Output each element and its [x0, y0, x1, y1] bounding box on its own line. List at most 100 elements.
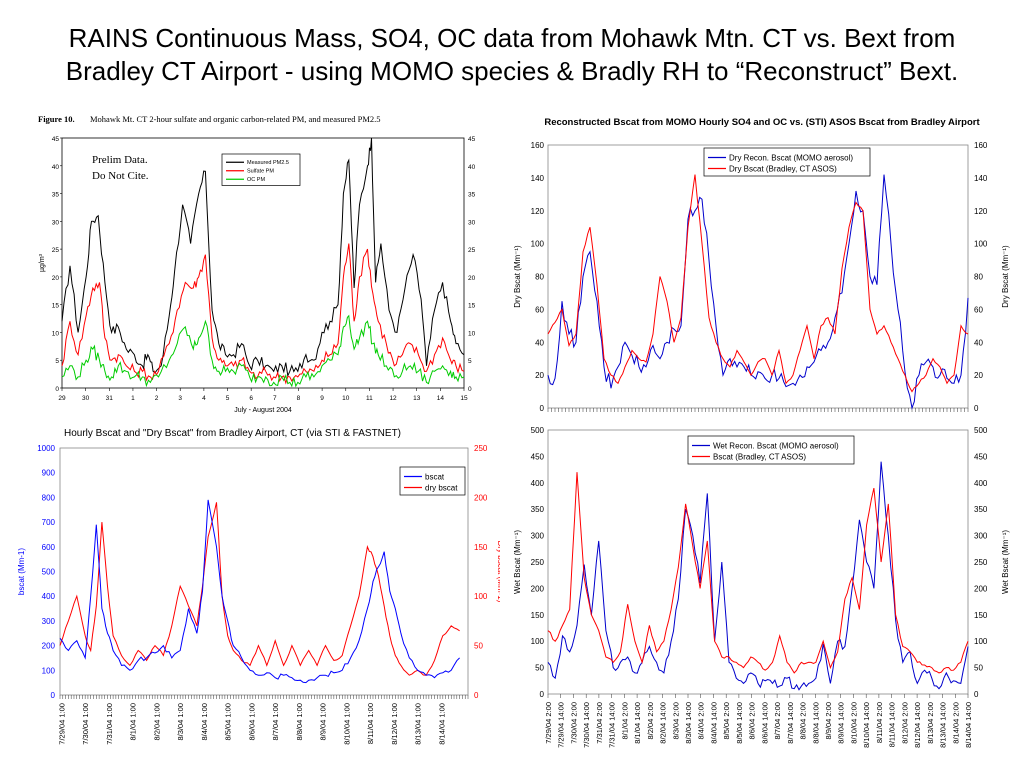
y-tick-right-0: 0	[974, 404, 979, 413]
figure10-legend: Measured PM2.5 Sulfate PM OC PM	[221, 153, 301, 186]
dry-recon-legend-box	[703, 147, 871, 177]
x-tick-10: 8/8/04 1:00	[295, 703, 304, 741]
y-tick-right-6: 300	[974, 532, 988, 541]
y-tick-right-1: 50	[474, 642, 483, 651]
y-tick-right-3: 15	[468, 303, 476, 310]
hourly-bscat-title: Hourly Bscat and "Dry Bscat" from Bradle…	[64, 428, 401, 439]
x-tick-17: 8/6/04 14:00	[760, 702, 769, 744]
y-tick-right-8: 160	[974, 141, 988, 150]
y-tick-left-3: 15	[52, 303, 60, 310]
x-tick-13: 8/11/04 1:00	[366, 703, 375, 744]
y-tick-left-1: 20	[535, 371, 544, 380]
y-tick-left-8: 400	[531, 479, 545, 488]
hourly-bscat-legend: bscat dry bscat	[399, 466, 466, 496]
y-tick-left-7: 700	[42, 518, 56, 527]
y-tick-right-8: 40	[468, 164, 476, 171]
y-tick-left-5: 25	[52, 247, 60, 254]
x-tick-10: 8	[297, 395, 301, 402]
series-line-1	[59, 502, 460, 676]
y-tick-right-1: 5	[468, 358, 472, 365]
slide-title: RAINS Continuous Mass, SO4, OC data from…	[0, 22, 1024, 88]
series-line-0	[59, 499, 460, 684]
slide-title-line-2: Bradley CT Airport - using MOMO species …	[65, 56, 959, 86]
x-tick-7: 5	[226, 395, 230, 402]
y-tick-left-9: 450	[531, 452, 545, 461]
y-tick-right-1: 20	[974, 371, 983, 380]
wet-recon-plot-area	[547, 429, 969, 695]
series-line-1	[547, 174, 969, 393]
legend-label-2: OC PM	[247, 177, 265, 183]
y-tick-left-2: 200	[42, 642, 56, 651]
y-tick-left-6: 120	[531, 207, 545, 216]
y-tick-left-8: 800	[42, 493, 56, 502]
y-tick-right-4: 200	[474, 493, 488, 502]
y-tick-right-7: 35	[468, 192, 476, 199]
legend-label-1: Bscat (Bradley, CT ASOS)	[713, 453, 806, 462]
y-tick-right-10: 500	[974, 426, 988, 435]
figure10-legend-box	[221, 153, 301, 186]
dry-recon-title: Reconstructed Bscat from MOMO Hourly SO4…	[544, 117, 980, 128]
x-tick-2: 7/31/04 1:00	[105, 703, 114, 745]
y-tick-right-0: 0	[468, 386, 472, 393]
y-tick-left-5: 250	[531, 558, 545, 567]
y-tick-left-0: 0	[51, 691, 56, 700]
y-tick-right-3: 150	[474, 543, 488, 552]
x-tick-23: 8/9/04 14:00	[837, 702, 846, 744]
hourly-bscat-svg: Hourly Bscat and "Dry Bscat" from Bradle…	[17, 428, 500, 745]
x-tick-33: 8/14/04 14:00	[964, 702, 973, 748]
series-line-0	[61, 137, 465, 378]
wet-recon-panel: 0 0 50 50 100 100 150 150 200 200 250 250 300 300 350 3…	[508, 420, 1016, 765]
y-axis-label-left: Wet Bscat (Mm⁻¹)	[513, 530, 522, 594]
x-tick-29: 8/12/04 14:00	[913, 702, 922, 748]
y-tick-left-9: 45	[52, 136, 60, 143]
x-tick-1: 7/29/04 14:00	[557, 702, 566, 748]
series-line-2	[61, 314, 465, 388]
x-tick-3: 1	[131, 395, 135, 402]
x-tick-16: 8/14/04 1:00	[437, 703, 446, 745]
y-tick-left-0: 0	[540, 404, 545, 413]
y-tick-left-2: 10	[52, 330, 60, 337]
x-tick-0: 29	[58, 395, 66, 402]
x-tick-15: 13	[413, 395, 421, 402]
y-tick-right-4: 20	[468, 275, 476, 282]
y-tick-right-6: 30	[468, 219, 476, 226]
y-axis-label-left: bscat (Mm-1)	[17, 548, 26, 595]
y-tick-left-1: 50	[535, 664, 544, 673]
x-tick-7: 8/1/04 14:00	[633, 702, 642, 744]
x-tick-5: 3	[178, 395, 182, 402]
y-tick-right-1: 50	[974, 664, 983, 673]
y-tick-left-3: 150	[531, 611, 545, 620]
y-tick-right-6: 120	[974, 207, 988, 216]
x-tick-28: 8/12/04 2:00	[900, 702, 909, 744]
y-axis-label-right: Dry bscat (Mm-1)	[496, 541, 500, 603]
y-tick-right-2: 40	[974, 338, 983, 347]
x-tick-12: 8/10/04 1:00	[342, 703, 351, 745]
y-tick-right-3: 150	[974, 611, 988, 620]
y-tick-right-7: 140	[974, 174, 988, 183]
x-tick-12: 10	[342, 395, 350, 402]
x-tick-17: 15	[460, 395, 468, 402]
prelim-note-2: Do Not Cite.	[92, 170, 149, 182]
x-tick-15: 8/5/04 14:00	[735, 702, 744, 744]
x-tick-6: 8/1/04 2:00	[620, 702, 629, 740]
wet-recon-legend: Wet Recon. Bscat (MOMO aerosol) Bscat (Br…	[687, 435, 855, 465]
x-tick-11: 8/3/04 14:00	[684, 702, 693, 744]
y-tick-left-6: 300	[531, 532, 545, 541]
series-line-0	[547, 461, 969, 691]
x-tick-16: 8/6/04 2:00	[748, 702, 757, 740]
y-tick-right-4: 200	[974, 584, 988, 593]
x-tick-14: 8/5/04 2:00	[722, 702, 731, 740]
x-tick-1: 30	[82, 395, 90, 402]
dry-recon-legend: Dry Recon. Bscat (MOMO aerosol) Dry Bscat…	[703, 147, 871, 177]
x-tick-4: 2	[155, 395, 159, 402]
y-tick-left-2: 40	[535, 338, 544, 347]
y-tick-left-6: 600	[42, 543, 56, 552]
y-tick-right-3: 60	[974, 305, 983, 314]
x-tick-9: 7	[273, 395, 277, 402]
y-tick-right-5: 250	[974, 558, 988, 567]
x-tick-16: 14	[437, 395, 445, 402]
x-tick-4: 8/2/04 1:00	[152, 703, 161, 741]
y-tick-left-4: 80	[535, 273, 544, 282]
wet-recon-svg: 0 0 50 50 100 100 150 150 200 200 250 250 300 300 350 3…	[513, 426, 1010, 748]
y-tick-left-10: 500	[531, 426, 545, 435]
